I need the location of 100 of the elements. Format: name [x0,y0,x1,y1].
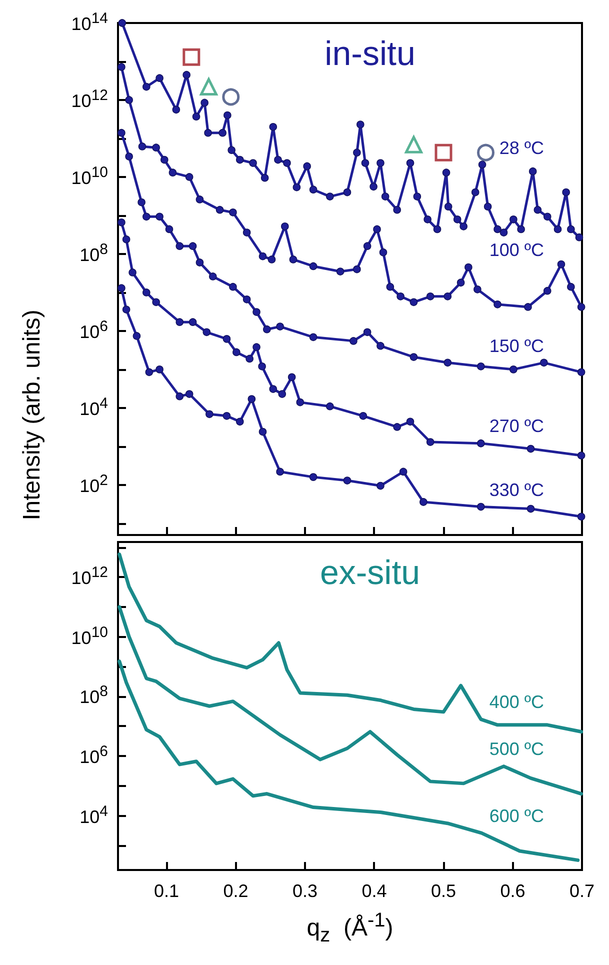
point [142,82,150,91]
point [343,476,352,484]
point [476,502,485,511]
point [142,212,150,221]
point [426,292,434,300]
point [138,142,146,150]
point [196,196,204,204]
x-tick-label: 0.1 [154,881,179,901]
point [444,292,452,300]
point [122,306,130,314]
point [222,88,240,106]
point [276,468,284,476]
point [125,152,133,160]
x-tick-label: 0.4 [362,881,387,901]
point [376,342,384,350]
series-label: 28 ºC [499,138,544,158]
point [406,159,414,167]
point [543,212,552,221]
point [393,206,401,214]
y-tick-label: 10$^{8}$ [80,683,108,708]
x-tick-label: 0.3 [292,881,318,901]
point [376,482,384,490]
point [281,222,289,230]
point [456,278,465,287]
point [343,188,352,196]
point [464,263,472,272]
point [249,159,257,167]
point [420,498,428,506]
point [188,318,197,326]
point [269,122,278,131]
y-axis-title: Intensity (arb. units) [18,310,46,520]
point [410,353,418,361]
point [494,225,502,234]
point [160,156,168,164]
point [396,292,404,300]
point [188,242,197,250]
point [336,268,344,276]
point [577,452,586,460]
point [484,202,492,210]
series-label: 330 ºC [489,480,544,501]
point [258,362,266,370]
point [410,298,418,306]
point [444,202,452,210]
point [192,112,200,121]
point [554,225,562,234]
point [370,182,378,191]
point [288,373,296,382]
point [176,392,184,400]
point [156,74,164,82]
point [156,366,164,374]
point [363,328,372,336]
point [309,333,318,342]
point [363,242,372,250]
point [510,216,518,224]
point [326,402,334,410]
y-tick-label: 10$^{10}$ [71,164,108,189]
point [309,262,318,270]
point [208,272,217,280]
point [118,19,126,27]
point [353,148,361,156]
series-label: 600 ºC [489,806,544,827]
point [353,265,361,274]
point [172,106,180,114]
point [182,70,190,79]
point [433,225,442,234]
point [540,358,548,367]
point [156,212,164,221]
point [471,188,480,196]
point [138,198,146,206]
point [224,111,232,120]
point [386,282,394,291]
point [236,156,244,164]
point [413,192,422,200]
point [478,160,486,168]
point [517,225,525,234]
point [118,284,126,292]
point [274,156,282,164]
point [206,410,214,418]
point [534,206,542,214]
series-label: 400 ºC [489,692,544,714]
point [125,96,133,104]
point [176,242,184,250]
point [528,167,537,176]
point [122,235,130,244]
point [142,288,150,296]
point [132,332,141,340]
annotation: in-situ [324,35,416,73]
point [283,159,291,167]
point [453,216,462,224]
point [252,308,260,316]
series-label: 150 ºC [489,336,544,357]
point [577,512,586,521]
point [406,418,414,426]
point [152,298,160,306]
x-tick-label: 0.7 [569,881,595,901]
y-tick-label: 10$^{6}$ [80,318,108,343]
point [500,228,508,236]
line-series [118,552,584,734]
point [182,48,200,66]
point [168,168,177,176]
